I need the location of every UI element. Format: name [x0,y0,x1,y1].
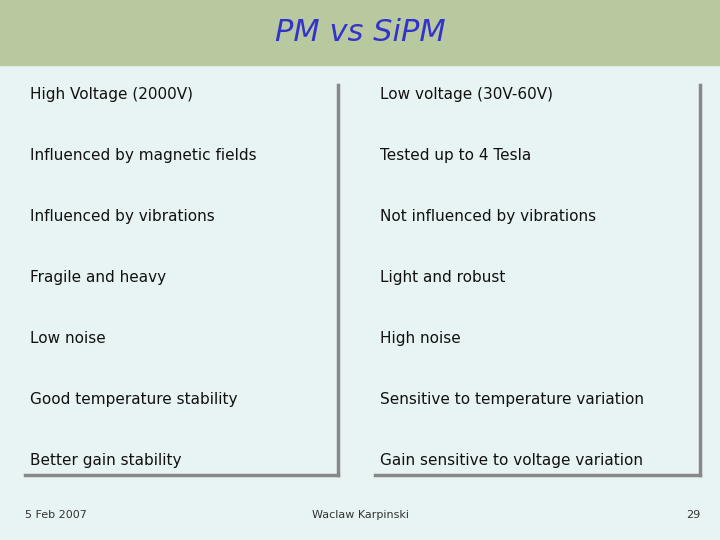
Text: High Voltage (2000V): High Voltage (2000V) [30,87,193,103]
Bar [0,0,720,65]
Text: Low noise: Low noise [30,331,106,346]
Text: 29: 29 [685,510,700,520]
Text: PM vs SiPM: PM vs SiPM [274,18,446,47]
Text: Sensitive to temperature variation: Sensitive to temperature variation [380,392,644,407]
Text: Better gain stability: Better gain stability [30,453,181,468]
Text: Fragile and heavy: Fragile and heavy [30,270,166,285]
Text: Low voltage (30V-60V): Low voltage (30V-60V) [380,87,553,103]
Text: 5 Feb 2007: 5 Feb 2007 [25,510,87,520]
Text: Not influenced by vibrations: Not influenced by vibrations [380,209,596,224]
Text: Influenced by vibrations: Influenced by vibrations [30,209,215,224]
Text: Influenced by magnetic fields: Influenced by magnetic fields [30,148,256,163]
Text: Light and robust: Light and robust [380,270,505,285]
Text: Waclaw Karpinski: Waclaw Karpinski [312,510,408,520]
Text: High noise: High noise [380,331,461,346]
Text: Tested up to 4 Tesla: Tested up to 4 Tesla [380,148,531,163]
Text: Gain sensitive to voltage variation: Gain sensitive to voltage variation [380,453,643,468]
Text: Good temperature stability: Good temperature stability [30,392,238,407]
